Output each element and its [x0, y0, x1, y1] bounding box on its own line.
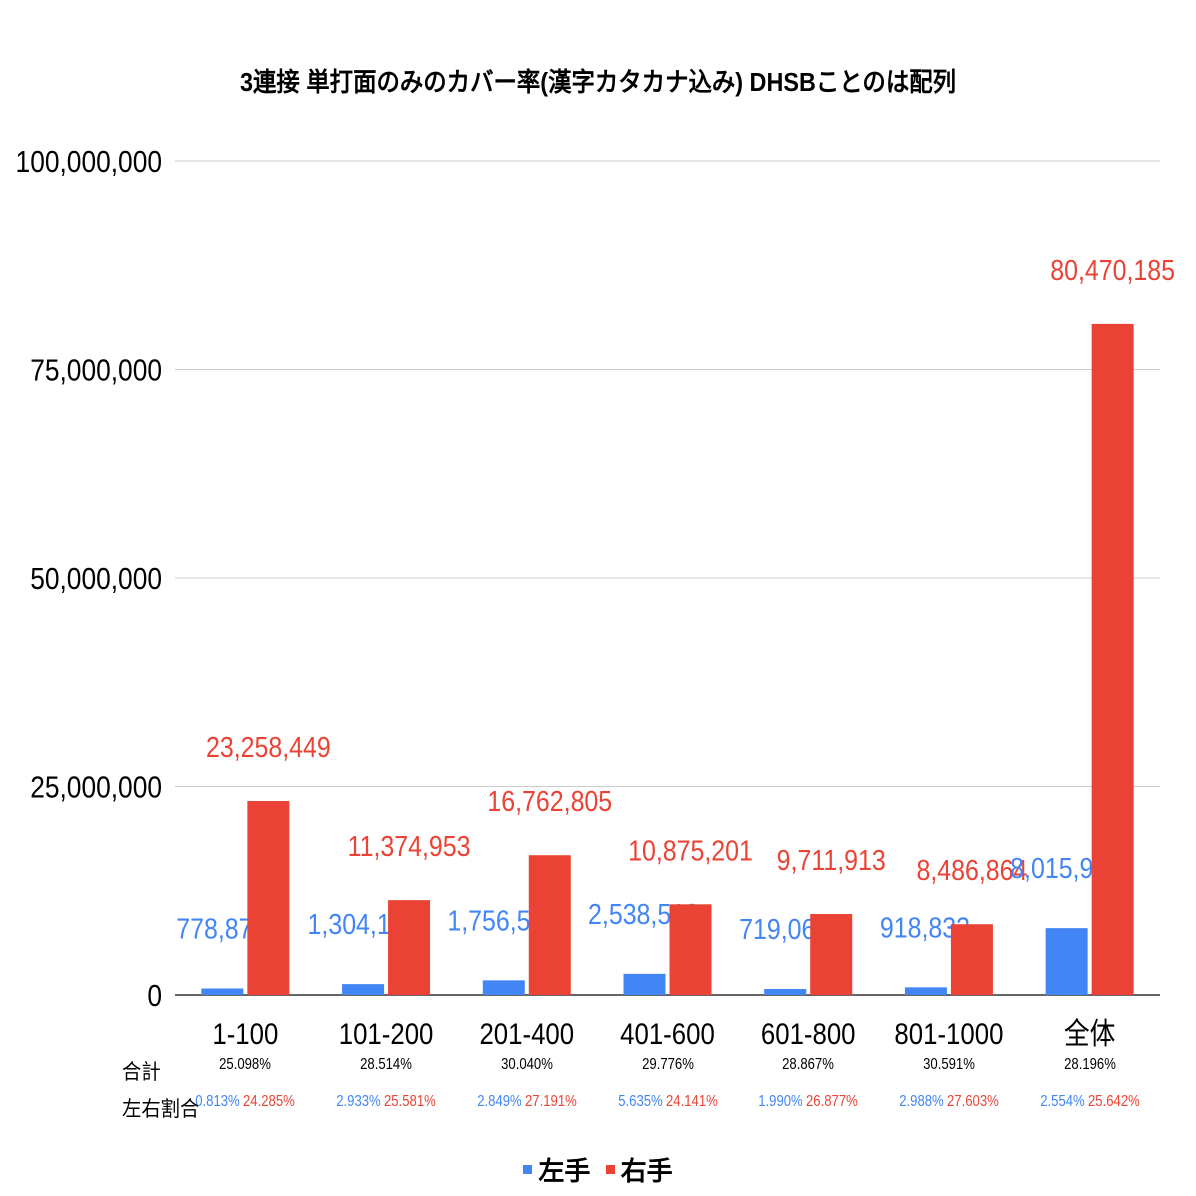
ratio-cell: 5.635% 24.141% [618, 1093, 718, 1111]
legend-swatch-right [605, 1165, 615, 1174]
bar-left [623, 973, 666, 995]
left-ratio-value: 2.988% [899, 1093, 944, 1110]
ratio-cell: 2.933% 25.581% [336, 1093, 436, 1111]
x-tick-label: 201-400 [479, 1017, 574, 1050]
y-tick-label: 50,000,000 [30, 562, 162, 596]
bar-left [764, 989, 807, 995]
ratio-cell: 0.813% 24.285% [196, 1093, 296, 1111]
x-tick-label: 801-1000 [894, 1017, 1003, 1050]
legend-item-left[interactable]: 左手 [523, 1151, 590, 1188]
x-tick-label: 全体 [1064, 1017, 1116, 1050]
total-row: 合計 25.098% 28.514% 30.040% 29.776% 28.867% 30… [0, 1056, 1196, 1084]
bar-left [342, 984, 385, 995]
total-value: 29.776% [641, 1056, 694, 1073]
legend-label-left: 左手 [538, 1156, 591, 1186]
legend: 左手 右手 [0, 1150, 1196, 1188]
bar-right [388, 900, 431, 995]
left-ratio-value: 1.990% [758, 1093, 803, 1110]
bar-right [247, 801, 290, 995]
total-value: 25.098% [219, 1056, 272, 1073]
legend-swatch-left [523, 1165, 533, 1174]
x-tick-label: 1-100 [212, 1017, 278, 1050]
total-value: 30.591% [923, 1056, 975, 1073]
bar-right [950, 924, 993, 995]
data-label-right: 10,875,201 [628, 835, 753, 867]
total-value: 28.867% [782, 1056, 835, 1073]
ratio-cell: 1.990% 26.877% [758, 1093, 858, 1111]
right-ratio-value: 25.642% [1087, 1093, 1140, 1110]
bar-right [810, 914, 853, 995]
x-tick-label: 401-600 [620, 1017, 715, 1050]
legend-label-right: 右手 [620, 1156, 673, 1186]
left-ratio-value: 0.813% [195, 1093, 241, 1110]
total-value: 28.514% [360, 1056, 412, 1073]
right-ratio-value: 27.603% [946, 1093, 999, 1110]
chart-title: 3連接 単打面のみのカバー率(漢字カタカナ込み) DHSBことのは配列 [239, 67, 957, 97]
left-ratio-value: 2.849% [476, 1093, 522, 1110]
legend-item-right[interactable]: 右手 [605, 1151, 673, 1188]
data-label-right: 8,486,864 [916, 854, 1027, 886]
y-tick-label: 0 [147, 979, 162, 1013]
total-value: 30.040% [500, 1056, 553, 1073]
bar-right [528, 855, 571, 995]
total-row-label: 合計 [122, 1061, 161, 1084]
ratio-cell: 2.554% 25.642% [1040, 1093, 1140, 1111]
data-label-right: 16,762,805 [487, 785, 612, 817]
right-ratio-value: 24.285% [243, 1093, 296, 1110]
right-ratio-value: 25.581% [384, 1093, 436, 1110]
y-tick-label: 100,000,000 [16, 145, 162, 179]
bar-left [1045, 928, 1088, 995]
left-ratio-value: 2.554% [1039, 1093, 1085, 1110]
x-tick-label: 101-200 [339, 1017, 434, 1050]
data-label-right: 11,374,953 [348, 830, 471, 862]
y-tick-label: 25,000,000 [30, 771, 162, 805]
bar-left [904, 987, 947, 995]
ratio-row: 左右割合 0.813% 24.285% 2.933% 25.581% 2.849% 27.… [0, 1093, 1196, 1121]
right-ratio-value: 27.191% [524, 1093, 577, 1110]
data-label-right: 80,470,185 [1050, 254, 1175, 286]
bar-left [201, 988, 244, 995]
y-tick-label: 75,000,000 [30, 354, 162, 388]
right-ratio-value: 26.877% [806, 1093, 858, 1110]
data-label-right: 23,258,449 [206, 731, 331, 763]
left-ratio-value: 2.933% [336, 1093, 381, 1110]
bar-left [482, 980, 525, 995]
ratio-cell: 2.988% 27.603% [899, 1093, 999, 1111]
x-tick-label: 601-800 [761, 1017, 856, 1050]
left-ratio-value: 5.635% [617, 1093, 663, 1110]
bar-right [669, 904, 712, 995]
ratio-row-label: 左右割合 [122, 1098, 200, 1121]
right-ratio-value: 24.141% [665, 1093, 718, 1110]
ratio-cell: 2.849% 27.191% [477, 1093, 577, 1111]
data-label-right: 9,711,913 [777, 844, 886, 876]
bar-right [1091, 323, 1134, 995]
total-value: 28.196% [1063, 1056, 1116, 1073]
